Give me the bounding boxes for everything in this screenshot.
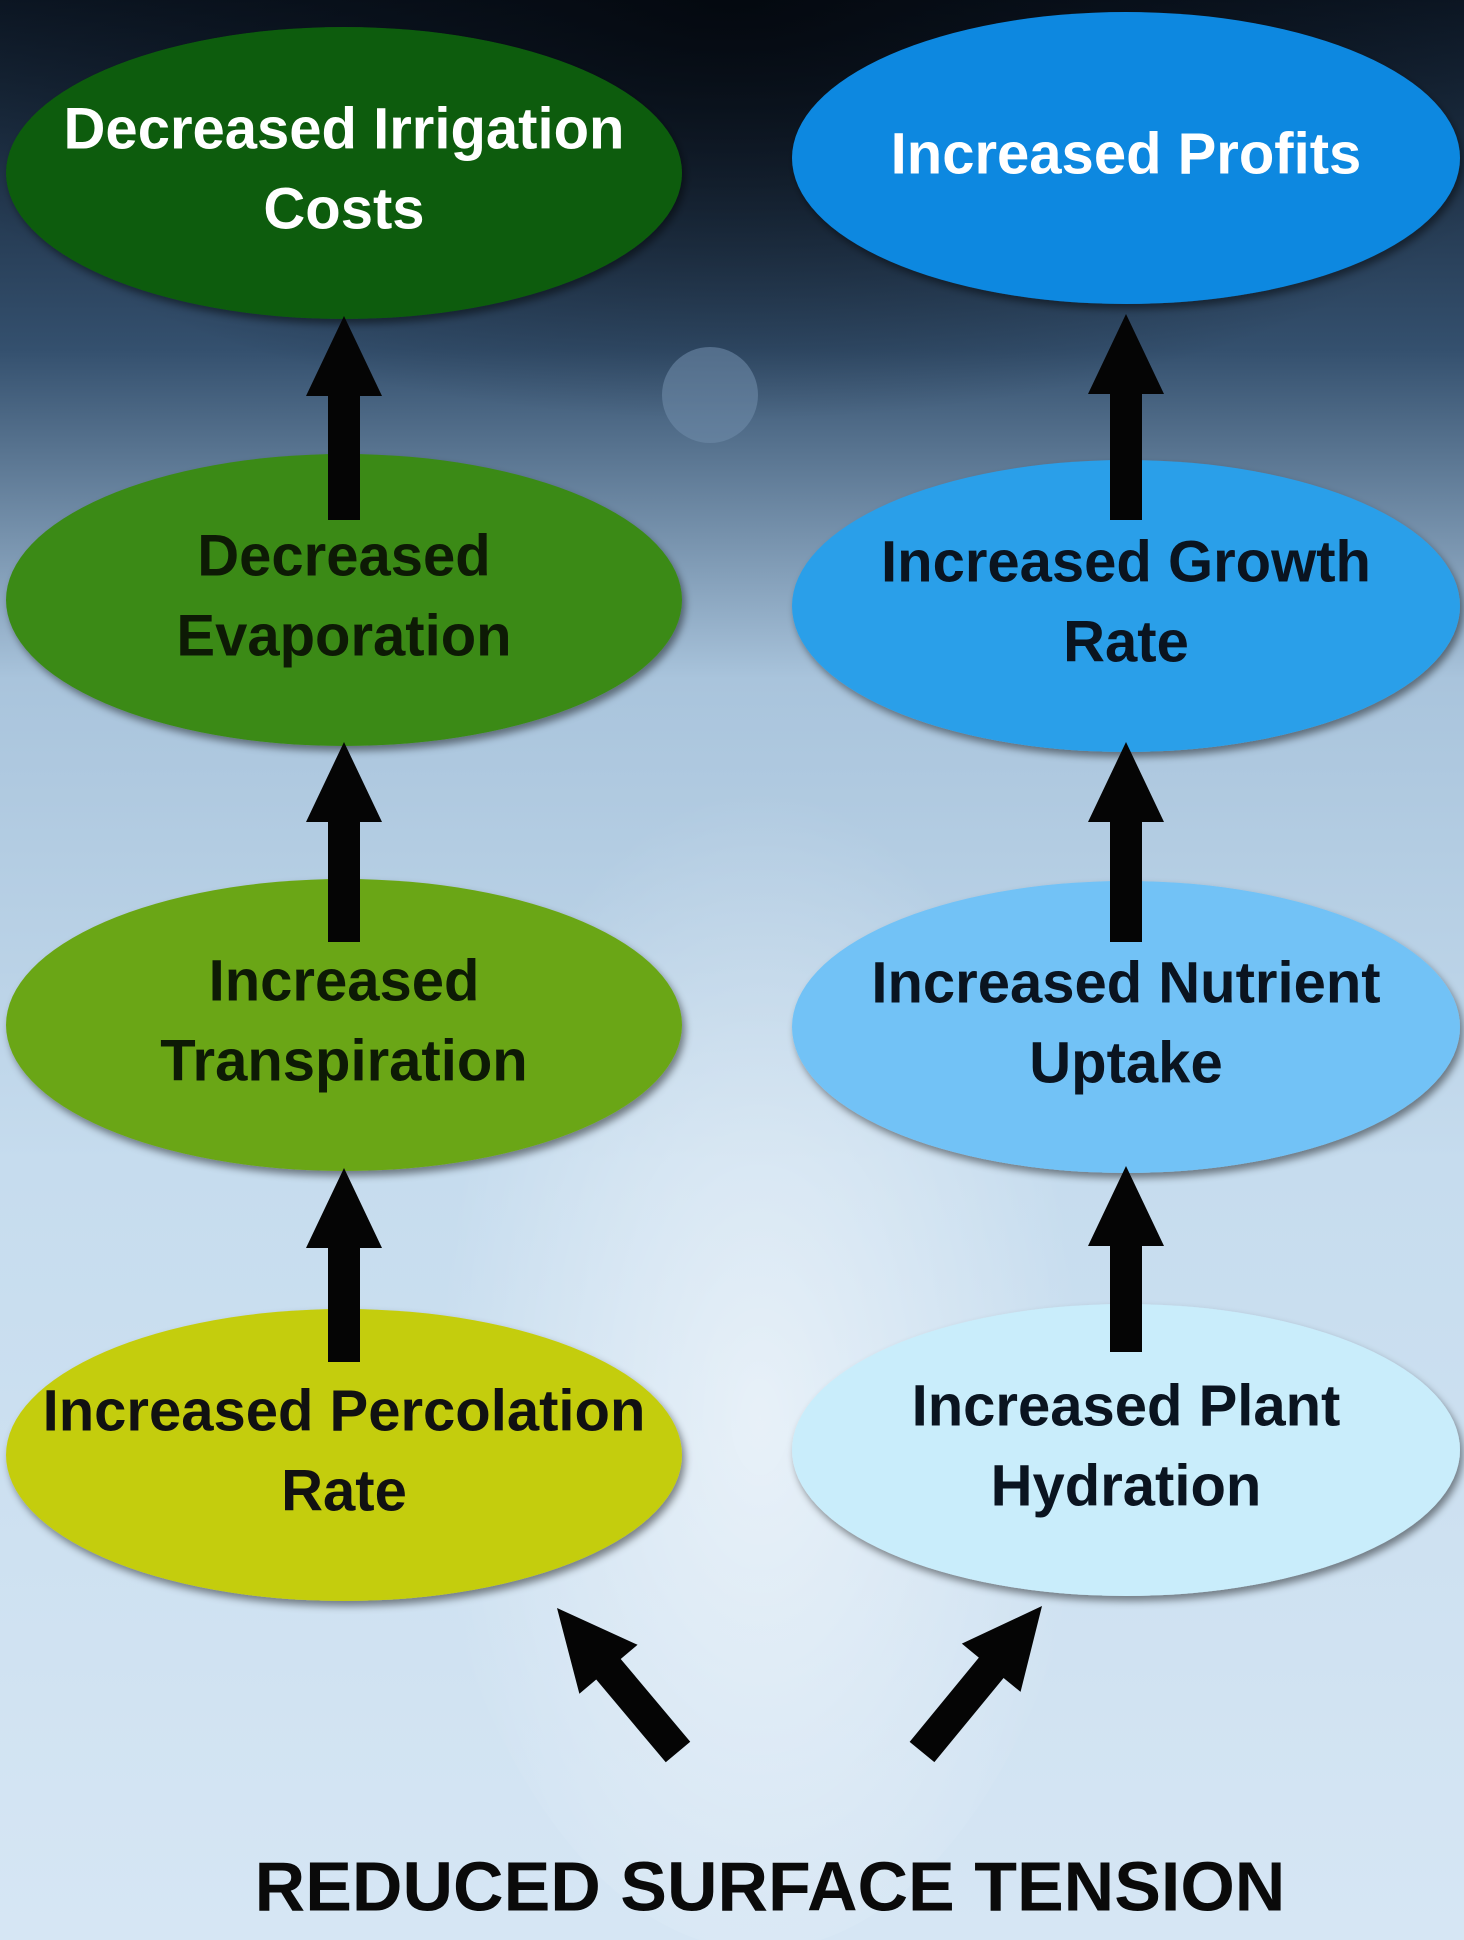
node-label: Rate <box>281 1458 407 1523</box>
node-label: Decreased <box>197 523 490 588</box>
node-label: Increased <box>209 948 480 1013</box>
node-label: Rate <box>1063 609 1189 674</box>
node-label: Costs <box>263 176 424 241</box>
node-label: Transpiration <box>160 1028 527 1093</box>
footer-title: REDUCED SURFACE TENSION <box>255 1847 1286 1925</box>
diagram: Decreased Irrigation Costs Decreased Evapor… <box>0 0 1464 1940</box>
node-label: Evaporation <box>176 603 511 668</box>
node-label: Increased Plant <box>912 1373 1341 1438</box>
node-label: Increased Growth <box>881 529 1371 594</box>
water-glow <box>400 550 1120 1940</box>
node-label: Uptake <box>1029 1030 1222 1095</box>
node-label: Decreased Irrigation <box>64 96 625 161</box>
node-label: Increased Percolation <box>43 1378 646 1443</box>
node-label: Increased Profits <box>891 121 1362 186</box>
bubble <box>662 347 758 443</box>
node-label: Hydration <box>991 1453 1262 1518</box>
node-label: Increased Nutrient <box>871 950 1380 1015</box>
page: {"nodes": [ {"lines": ["Decreased Irriga… <box>0 0 1464 1940</box>
node-ellipse <box>6 27 682 319</box>
